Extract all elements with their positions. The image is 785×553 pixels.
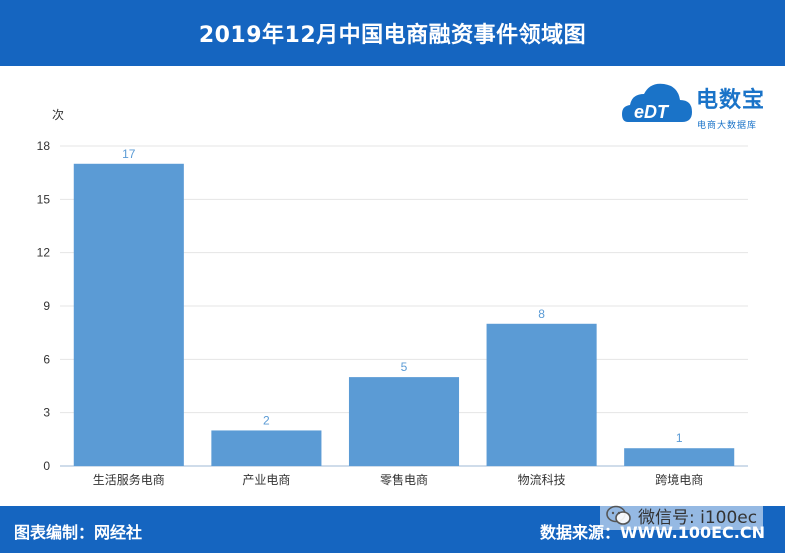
- y-tick-label: 12: [37, 246, 51, 260]
- x-tick-label: 跨境电商: [655, 472, 703, 487]
- wechat-icon: [606, 505, 631, 525]
- data-label: 2: [263, 413, 270, 427]
- y-axis-unit: 次: [52, 108, 65, 122]
- data-label: 8: [538, 307, 545, 321]
- y-tick-label: 15: [37, 192, 51, 206]
- data-label: 5: [401, 360, 408, 374]
- bar-chart: 0 3 6 9 12 15 18 17 生活服务电商 2 产业电商 5 零售电商 8 物流科技 1 跨境电商: [37, 139, 748, 487]
- logo-subtitle: 电商大数据库: [697, 121, 758, 131]
- x-tick-label: 物流科技: [518, 473, 566, 487]
- x-tick-label: 零售电商: [380, 472, 428, 487]
- footer-source-editor: 图表编制：网经社: [14, 523, 143, 542]
- y-tick-label: 6: [43, 352, 50, 366]
- bar: [348, 377, 460, 466]
- x-tick-label: 产业电商: [242, 472, 290, 487]
- y-tick-label: 18: [37, 139, 51, 153]
- y-tick-label: 9: [43, 299, 50, 313]
- x-tick-label: 生活服务电商: [93, 472, 165, 487]
- logo-brand: 电数宝: [696, 88, 766, 113]
- logo-mark: eDT: [634, 102, 670, 122]
- header-bar: 2019年12月中国电商融资事件领域图: [0, 0, 785, 66]
- edt-logo: eDT 电数宝 电商大数据库: [620, 74, 780, 134]
- data-label: 1: [676, 431, 683, 445]
- page-title: 2019年12月中国电商融资事件领域图: [198, 23, 587, 48]
- y-tick-label: 0: [43, 459, 50, 473]
- y-tick-label: 3: [43, 406, 50, 420]
- data-label: 17: [122, 147, 136, 161]
- wechat-id-text: 微信号: i100ec: [638, 507, 758, 528]
- bar: [211, 430, 322, 466]
- wechat-watermark: 微信号: i100ec: [600, 500, 764, 530]
- bar: [624, 448, 735, 466]
- cloud-logo-icon: eDT: [622, 83, 692, 122]
- bar: [73, 163, 184, 466]
- bar: [486, 323, 597, 466]
